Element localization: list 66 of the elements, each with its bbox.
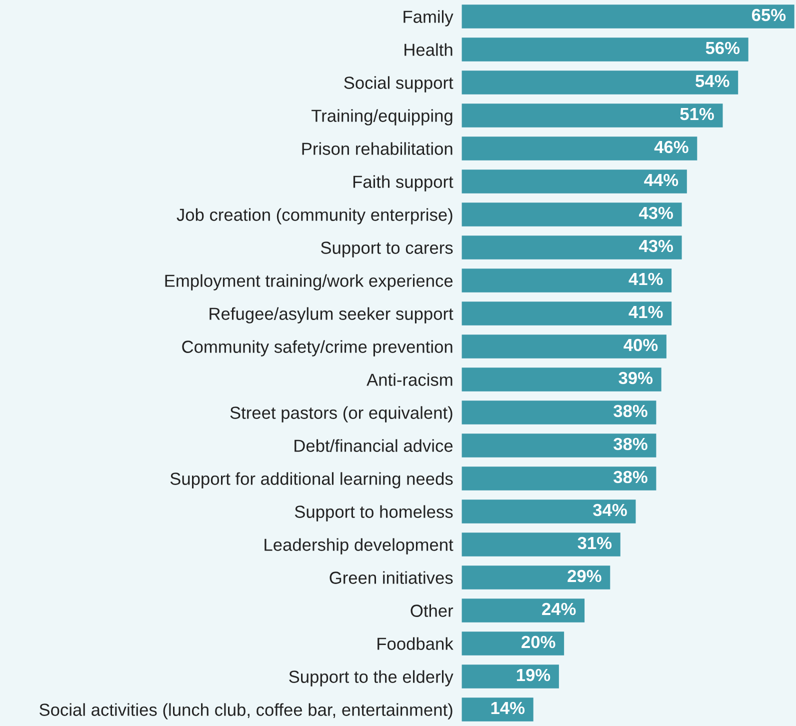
y-tick-label: Support to the elderly [289,670,454,686]
bar [462,400,656,424]
bar [462,236,682,260]
y-tick-label: Training/equipping [312,109,452,126]
data-label: 20% [522,636,556,648]
bar [462,664,559,688]
y-tick-label: Anti-racism [366,373,452,386]
data-label: 38% [614,438,648,450]
y-tick-label: Family [404,10,454,26]
bar [462,532,620,556]
y-tick-label: Faith support [353,175,454,192]
data-label: 54% [696,74,730,88]
bar [462,434,656,458]
bar [462,466,656,490]
data-label: 19% [516,668,550,682]
data-label: 44% [644,174,678,186]
y-tick-label: Social support [344,76,454,92]
bar [462,104,723,128]
y-tick-label: Support for additional learning needs [170,472,453,488]
bar [462,4,794,28]
bar [462,202,682,226]
data-label: 41% [628,272,663,286]
y-tick-label: Debt/financial advice [294,439,453,452]
data-label: 39% [618,372,653,384]
y-tick-label: Support to homeless [294,505,453,522]
y-tick-label: Refugee/asylum seeker support [210,307,454,324]
y-tick-label: Social activities (lunch club, coffee bar, entertainment) [40,703,452,720]
bar [462,170,687,194]
data-label: 38% [614,470,648,484]
data-label: 40% [624,338,658,352]
bar [462,334,666,358]
y-tick-label: Community safety/crime prevention [182,340,452,356]
data-label: 34% [593,504,627,516]
y-tick-label: Foodbank [378,637,454,650]
bar [462,632,564,656]
y-tick-label: Health [404,43,452,56]
y-tick-label: Employment training/work experience [165,274,453,290]
bar [462,70,738,94]
data-label: 41% [628,306,663,318]
y-tick-label: Green initiatives [330,571,453,584]
bar [462,566,610,590]
data-label: 38% [614,404,648,418]
data-label: 65% [752,8,786,22]
bar [462,38,748,62]
data-label: 56% [706,42,740,54]
bar [462,268,672,292]
data-label: 43% [638,240,674,252]
y-tick-label: Street pastors (or equivalent) [230,406,452,422]
data-label: 43% [638,206,674,220]
bar [462,698,534,722]
data-label: 46% [654,140,688,154]
bar [462,598,585,622]
y-tick-label: Other [410,604,454,617]
data-label: 14% [491,702,525,714]
y-tick-label: Prison rehabilitation [302,142,452,155]
bar [462,136,698,160]
y-tick-label: Job creation (community enterprise) [176,208,452,224]
y-tick-label: Support to carers [320,242,453,258]
data-label: 51% [680,108,714,120]
bar [462,368,662,392]
data-label: 31% [578,536,612,550]
bar [462,500,636,524]
bar [462,302,672,326]
y-tick-label: Leadership development [264,538,454,554]
data-label: 24% [542,602,576,616]
data-label: 29% [568,570,602,582]
